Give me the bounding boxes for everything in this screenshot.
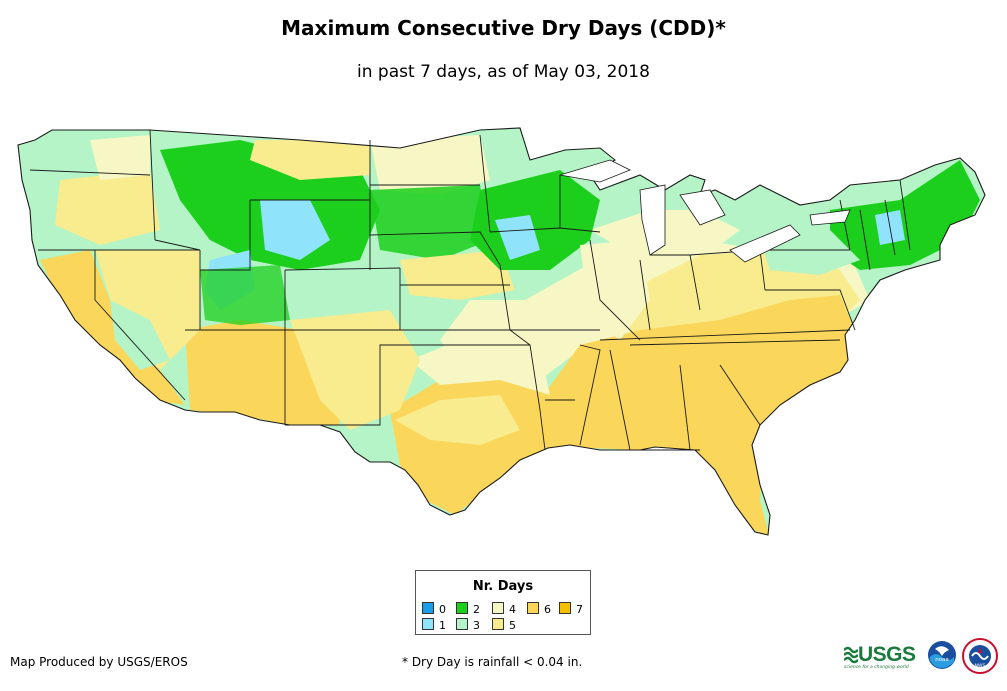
legend-label-4: 4 (509, 603, 516, 616)
legend-item-4: 4 (492, 602, 516, 616)
legend-swatch-4 (492, 602, 504, 614)
region-north-dakota (370, 135, 490, 195)
legend-item-5: 5 (492, 618, 516, 632)
legend-item-6: 6 (527, 602, 551, 616)
region-illinois (580, 240, 650, 340)
legend-swatch-7 (559, 602, 571, 614)
region-montana-east (250, 140, 370, 180)
legend-item-0: 0 (422, 602, 446, 616)
legend-item-1: 1 (422, 618, 446, 632)
legend-swatch-3 (456, 618, 468, 630)
region-washington (90, 135, 150, 180)
nws-logo-text: NWS (975, 663, 986, 669)
noaa-logo-icon: noaa (928, 641, 956, 669)
region-southeast (540, 295, 855, 535)
legend-label-7: 7 (576, 603, 583, 616)
nws-logo-icon: NWS (962, 638, 998, 674)
legend-label-6: 6 (544, 603, 551, 616)
region-new-mexico (290, 310, 420, 430)
usgs-wave-icon (844, 646, 858, 664)
region-kansas (400, 250, 515, 300)
legend-item-2: 2 (456, 602, 480, 616)
great-lakes (559, 159, 851, 263)
region-utah-green (200, 265, 290, 325)
region-sierra (110, 300, 170, 370)
usgs-logo-tagline: science for a changing world (844, 665, 909, 670)
legend-label-3: 3 (473, 619, 480, 632)
legend-label-1: 1 (439, 619, 446, 632)
legend: Nr. Days 0 1 2 3 4 5 6 7 (415, 570, 591, 635)
legend-swatch-1 (422, 618, 434, 630)
map-subtitle: in past 7 days, as of May 03, 2018 (357, 62, 650, 82)
legend-label-0: 0 (439, 603, 446, 616)
region-wyoming-wet (260, 200, 330, 260)
legend-title: Nr. Days (472, 579, 534, 594)
credit-text: Map Produced by USGS/EROS (10, 655, 188, 669)
legend-item-3: 3 (456, 618, 480, 632)
state-boundaries (17, 127, 986, 536)
noaa-logo-text: noaa (935, 657, 949, 663)
region-upper-midwest (470, 170, 600, 270)
legend-swatch-0 (422, 602, 434, 614)
region-oregon (55, 170, 160, 245)
usgs-logo-text: USGS (858, 643, 916, 666)
region-oklahoma (410, 340, 550, 395)
legend-label-5: 5 (509, 619, 516, 632)
legend-swatch-2 (456, 602, 468, 614)
region-central-texas (395, 395, 520, 445)
legend-item-7: 7 (559, 602, 583, 616)
region-south-dakota (370, 185, 490, 260)
footnote-text: * Dry Day is rainfall < 0.04 in. (402, 655, 583, 669)
legend-swatch-5 (492, 618, 504, 630)
legend-swatch-6 (527, 602, 539, 614)
region-minnesota-wet (495, 215, 540, 260)
usgs-logo: USGS science for a changing world (844, 643, 918, 671)
legend-label-2: 2 (473, 603, 480, 616)
map-title: Maximum Consecutive Dry Days (CDD)* (281, 16, 726, 40)
region-great-basin (95, 250, 200, 370)
